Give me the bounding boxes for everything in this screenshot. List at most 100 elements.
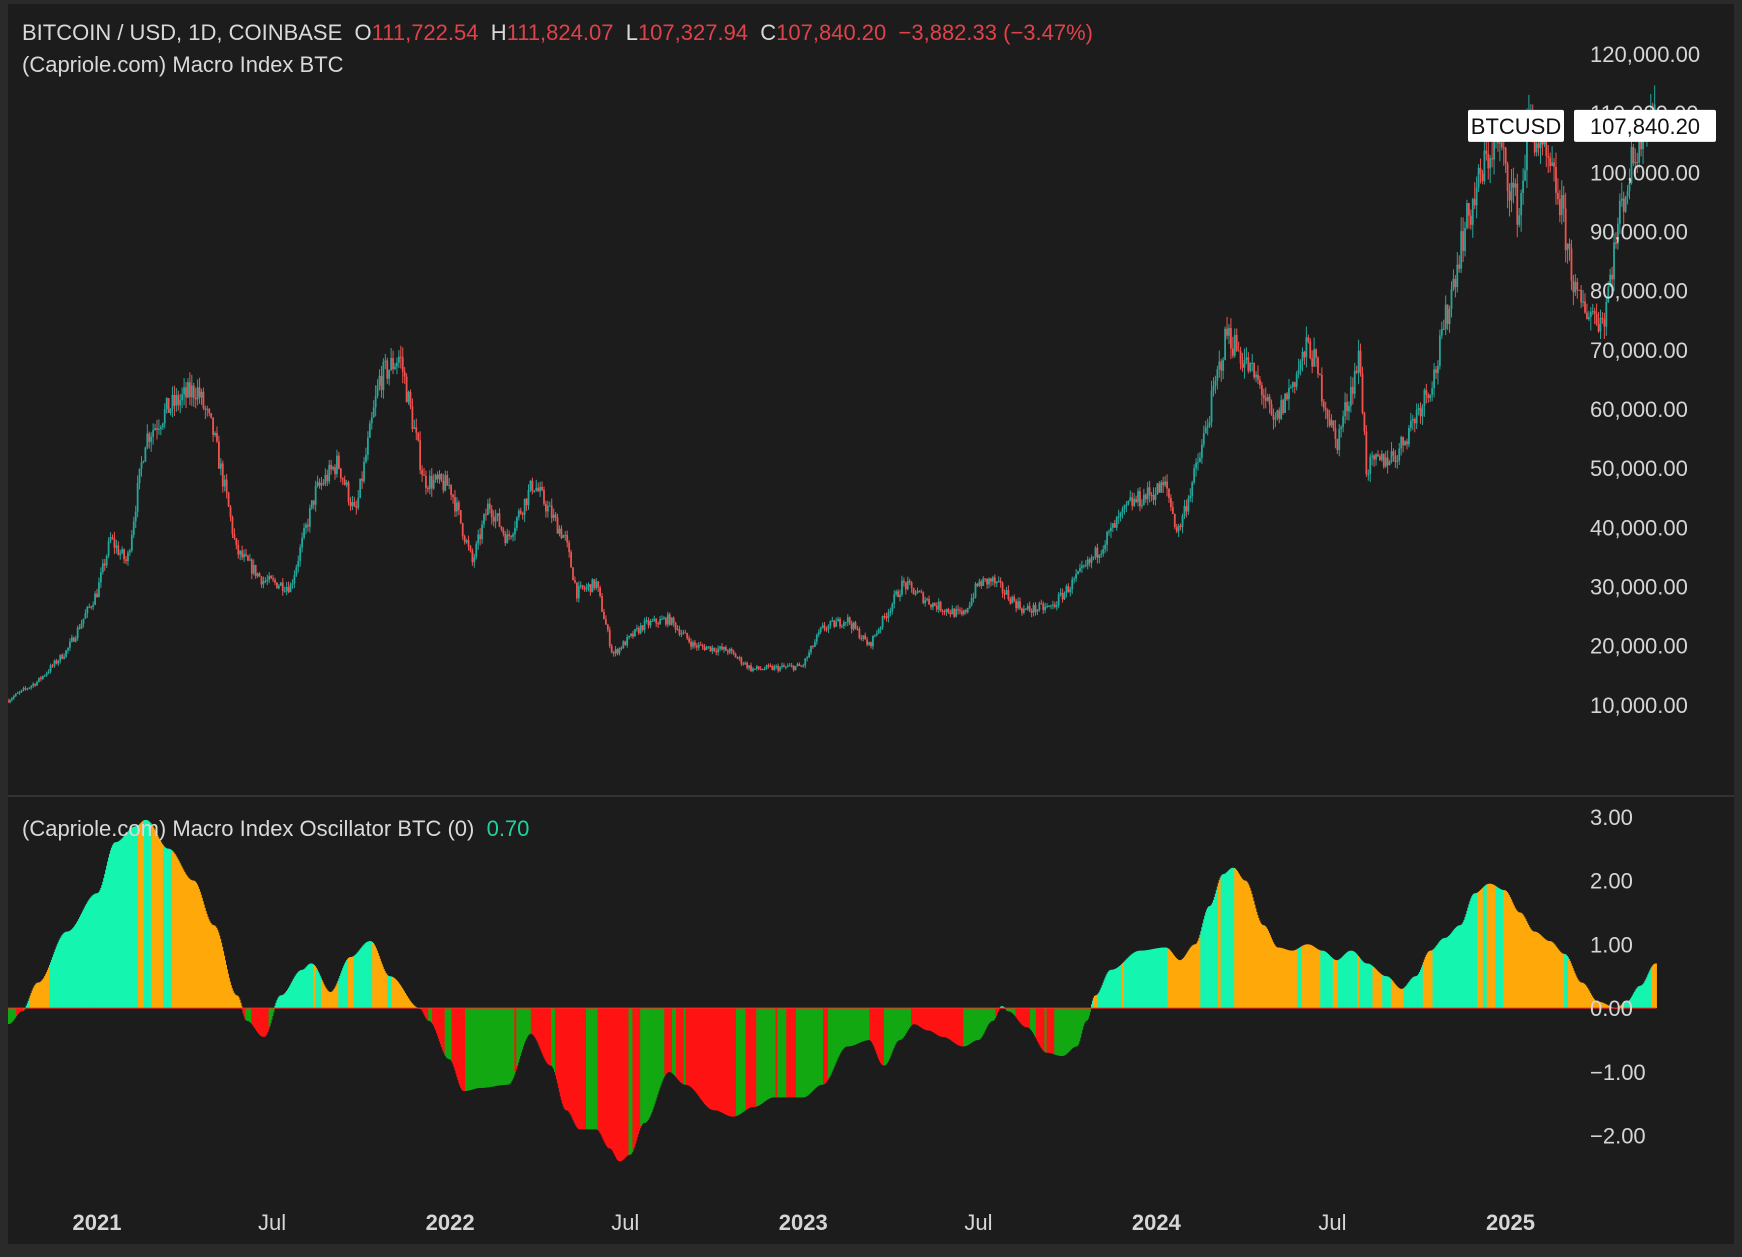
chart-canvas[interactable]: 120,000.00110,000.00100,000.0090,000.008… (8, 4, 1734, 1244)
price-candle (1423, 388, 1426, 417)
price-candle (1349, 376, 1352, 413)
price-candle (1450, 281, 1453, 318)
price-candle (1411, 414, 1414, 431)
price-candle (92, 601, 95, 611)
price-candle (1609, 268, 1612, 287)
oscillator-bar (866, 1008, 869, 1041)
oscillator-bar (445, 1008, 448, 1058)
oscillator-bar (662, 1008, 665, 1079)
oscillator-bar (283, 994, 286, 1009)
oscillator-bar (744, 1008, 747, 1111)
price-candle (1007, 585, 1010, 601)
price-candle (1611, 266, 1613, 294)
price-candle (1367, 469, 1370, 481)
price-candle (961, 607, 963, 617)
price-candle (1199, 452, 1201, 463)
oscillator-bar (1289, 950, 1292, 1009)
price-candle (951, 605, 954, 615)
oscillator-bar (104, 874, 107, 1009)
price-candle (1154, 487, 1157, 506)
price-candle (773, 664, 776, 671)
oscillator-bar (1141, 950, 1144, 1009)
oscillator-bar (1280, 948, 1283, 1009)
oscillator-bar (896, 1008, 899, 1042)
price-candle (953, 607, 956, 618)
oscillator-bar (30, 993, 33, 1009)
oscillator-bar (581, 1008, 584, 1130)
oscillator-bar (558, 1008, 561, 1093)
oscillator-bar (1498, 888, 1501, 1009)
oscillator-bar (300, 969, 303, 1009)
price-candle (912, 587, 915, 595)
oscillator-bar (366, 942, 369, 1009)
oscillator-bar (613, 1008, 615, 1153)
price-candle (560, 525, 563, 540)
price-candle (332, 465, 334, 472)
oscillator-bar (653, 1008, 656, 1104)
oscillator-bar (1554, 945, 1557, 1009)
oscillator-bar (772, 1008, 775, 1098)
oscillator-bar (572, 1008, 575, 1120)
oscillator-bar (1038, 1008, 1041, 1045)
oscillator-bar (1183, 956, 1186, 1009)
price-candle (281, 578, 284, 596)
oscillator-bar (567, 1008, 570, 1112)
oscillator-bar (217, 932, 220, 1009)
price-candle (1402, 436, 1405, 453)
oscillator-bar (102, 881, 105, 1009)
oscillator-bar (636, 1008, 639, 1138)
oscillator-bar (268, 1008, 271, 1027)
price-candle (183, 378, 185, 406)
oscillator-bar (568, 1008, 571, 1113)
oscillator-bar (408, 1000, 411, 1009)
oscillator-bar (823, 1008, 826, 1084)
oscillator-bar (924, 1008, 927, 1030)
oscillator-bar (967, 1008, 970, 1045)
price-candle (783, 663, 785, 668)
price-candle (39, 676, 42, 682)
oscillator-bar (356, 952, 359, 1009)
oscillator-bar (1420, 967, 1423, 1009)
oscillator-bar (88, 899, 91, 1009)
oscillator-bar (429, 1008, 432, 1022)
price-candle (80, 619, 83, 630)
oscillator-bar (1053, 1008, 1056, 1055)
oscillator-bar (383, 971, 386, 1009)
oscillator-bar (37, 982, 40, 1009)
oscillator-bar (502, 1008, 505, 1085)
oscillator-bar (1295, 949, 1298, 1009)
oscillator-bar (1055, 1008, 1058, 1055)
oscillator-bar (859, 1008, 862, 1043)
oscillator-bar (1079, 1008, 1082, 1038)
price-candle (692, 640, 694, 649)
oscillator-bar (1477, 891, 1480, 1009)
oscillator-bar (656, 1008, 659, 1095)
price-candle (426, 485, 429, 493)
price-candle (1607, 281, 1610, 304)
oscillator-bar (577, 1008, 580, 1129)
oscillator-bar (807, 1008, 810, 1095)
price-candle (802, 663, 805, 668)
oscillator-bar (106, 865, 108, 1009)
oscillator-bar (1144, 950, 1147, 1009)
oscillator-bar (272, 1008, 275, 1013)
price-candle (649, 618, 652, 629)
oscillator-bar (496, 1008, 499, 1086)
oscillator-bar (455, 1008, 458, 1074)
oscillator-bar (1398, 988, 1401, 1009)
price-candle (198, 377, 201, 404)
price-candle (937, 598, 940, 613)
oscillator-bar (1345, 953, 1348, 1009)
oscillator-bar (723, 1008, 726, 1114)
oscillator-bar (710, 1008, 713, 1110)
price-candle (1026, 603, 1029, 611)
oscillator-bar (793, 1008, 795, 1098)
oscillator-bar (958, 1008, 961, 1046)
oscillator-bar (1302, 945, 1305, 1009)
price-candle (1297, 358, 1300, 379)
oscillator-bar (54, 949, 57, 1009)
oscillator-bar (832, 1008, 835, 1068)
oscillator-bar (886, 1008, 889, 1062)
oscillator-bar (22, 1008, 25, 1011)
price-candle (1342, 410, 1345, 433)
